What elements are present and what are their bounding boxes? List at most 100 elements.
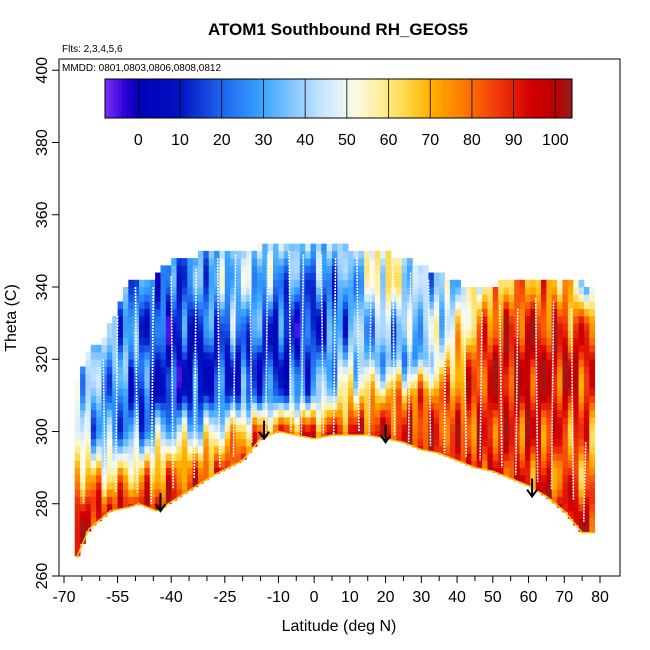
heatmap-cell bbox=[106, 489, 113, 497]
heatmap-cell bbox=[74, 539, 81, 548]
heatmap-cell bbox=[203, 352, 210, 360]
heatmap-cell bbox=[385, 308, 392, 317]
heatmap-cell bbox=[460, 402, 467, 411]
heatmap-cell bbox=[583, 460, 590, 469]
heatmap-cell bbox=[133, 330, 140, 338]
heatmap-cell bbox=[235, 373, 242, 382]
heatmap-cell bbox=[573, 409, 579, 418]
heatmap-cell bbox=[369, 388, 376, 396]
heatmap-cell bbox=[342, 279, 349, 288]
heatmap-cell bbox=[181, 474, 188, 483]
heatmap-cell bbox=[374, 424, 381, 432]
heatmap-cell bbox=[149, 460, 156, 469]
heatmap-cell bbox=[428, 308, 435, 317]
heatmap-cell bbox=[294, 258, 301, 266]
heatmap-cell bbox=[256, 380, 263, 389]
flight-track bbox=[232, 254, 237, 457]
heatmap-cell bbox=[198, 294, 204, 302]
heatmap-cell bbox=[321, 344, 328, 353]
heatmap-cell bbox=[187, 315, 194, 324]
flight-track bbox=[570, 308, 575, 501]
heatmap-cell bbox=[149, 330, 156, 338]
heatmap-cell bbox=[524, 460, 531, 469]
heatmap-cell bbox=[492, 344, 499, 353]
colorbar-segment bbox=[280, 79, 285, 118]
heatmap-cell bbox=[176, 301, 183, 310]
heatmap-cell bbox=[551, 301, 558, 310]
heatmap-cell bbox=[176, 474, 183, 483]
heatmap-cell bbox=[294, 301, 301, 310]
heatmap-cell bbox=[423, 424, 429, 432]
heatmap-cell bbox=[171, 308, 177, 317]
x-tick-label: -40 bbox=[160, 589, 183, 606]
heatmap-cell bbox=[578, 308, 585, 317]
heatmap-cell bbox=[460, 366, 467, 375]
heatmap-cell bbox=[278, 409, 285, 418]
heatmap-cell bbox=[583, 366, 590, 375]
heatmap-cell bbox=[348, 424, 354, 432]
heatmap-cell bbox=[546, 417, 553, 425]
heatmap-cell bbox=[466, 373, 472, 382]
heatmap-cell bbox=[171, 438, 177, 447]
heatmap-cell bbox=[122, 366, 129, 375]
heatmap-cell bbox=[589, 453, 596, 461]
heatmap-cell bbox=[122, 467, 129, 476]
heatmap-cell bbox=[139, 489, 145, 497]
heatmap-cell bbox=[85, 431, 92, 440]
heatmap-cell bbox=[428, 380, 435, 389]
heatmap-cell bbox=[503, 308, 510, 317]
heatmap-cell bbox=[251, 409, 258, 418]
heatmap-cell bbox=[358, 424, 365, 432]
heatmap-cell bbox=[96, 424, 102, 432]
heatmap-cell bbox=[208, 453, 215, 461]
heatmap-cell bbox=[444, 445, 451, 454]
heatmap-cell bbox=[567, 294, 574, 302]
heatmap-cell bbox=[278, 272, 285, 281]
heatmap-cell bbox=[267, 359, 274, 367]
heatmap-cell bbox=[567, 373, 574, 382]
heatmap-cell bbox=[117, 395, 124, 404]
heatmap-cell bbox=[133, 301, 140, 310]
heatmap-cell bbox=[487, 431, 494, 440]
heatmap-cell bbox=[348, 258, 354, 266]
heatmap-cell bbox=[305, 287, 311, 295]
heatmap-cell bbox=[224, 308, 231, 317]
heatmap-cell bbox=[396, 301, 403, 310]
heatmap-cell bbox=[122, 373, 129, 382]
heatmap-cell bbox=[139, 366, 145, 375]
heatmap-cell bbox=[187, 424, 194, 432]
heatmap-cell bbox=[374, 395, 381, 404]
colorbar-segment bbox=[413, 79, 419, 118]
heatmap-cell bbox=[240, 409, 247, 418]
heatmap-cell bbox=[133, 489, 140, 497]
heatmap-cell bbox=[348, 409, 354, 418]
heatmap-cell bbox=[139, 474, 145, 483]
heatmap-cell bbox=[530, 445, 537, 454]
heatmap-cell bbox=[583, 518, 590, 526]
heatmap-cell bbox=[160, 467, 167, 476]
heatmap-cell bbox=[353, 301, 360, 310]
heatmap-cell bbox=[342, 402, 349, 411]
heatmap-cell bbox=[374, 272, 381, 281]
heatmap-cell bbox=[374, 308, 381, 317]
heatmap-cell bbox=[321, 287, 328, 295]
heatmap-cell bbox=[224, 330, 231, 338]
heatmap-cell bbox=[208, 366, 215, 375]
heatmap-cell bbox=[439, 409, 445, 418]
heatmap-cell bbox=[503, 315, 510, 324]
heatmap-cell bbox=[214, 294, 220, 302]
heatmap-cell bbox=[224, 380, 231, 389]
colorbar-segment bbox=[534, 79, 540, 118]
heatmap-cell bbox=[358, 279, 365, 288]
heatmap-cell bbox=[487, 453, 494, 461]
heatmap-cell bbox=[112, 445, 118, 454]
heatmap-cell bbox=[332, 337, 338, 346]
heatmap-cell bbox=[219, 453, 226, 461]
heatmap-cell bbox=[498, 366, 504, 375]
heatmap-cell bbox=[165, 344, 172, 353]
heatmap-cell bbox=[578, 424, 585, 432]
heatmap-cell bbox=[578, 294, 585, 302]
heatmap-cell bbox=[562, 460, 569, 469]
heatmap-cell bbox=[482, 323, 488, 331]
heatmap-cell bbox=[514, 409, 520, 418]
